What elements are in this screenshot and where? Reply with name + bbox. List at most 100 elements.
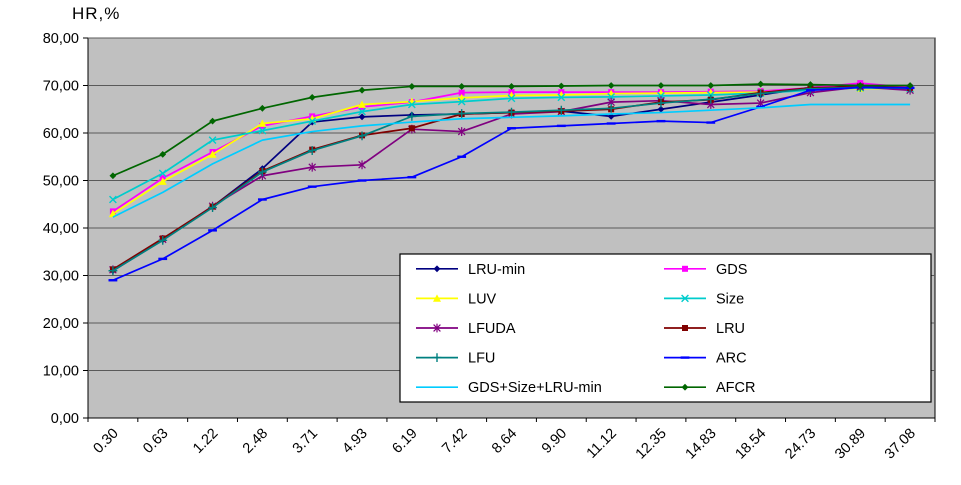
x-axis-label: 9.90 (539, 426, 570, 457)
plus-marker (556, 105, 566, 115)
plus-marker (407, 111, 417, 121)
legend-label: GDS+Size+LRU-min (468, 380, 602, 396)
legend-label: LFUDA (468, 321, 516, 337)
x-marker (208, 136, 217, 145)
legend-label: GDS (716, 262, 747, 278)
x-axis-label: 18.54 (732, 426, 769, 463)
plus-marker (108, 266, 118, 276)
x-axis-label: 11.12 (584, 426, 620, 462)
y-axis-label: 80,00 (43, 31, 79, 47)
square-marker (682, 325, 688, 331)
plus-marker (158, 235, 168, 245)
triangle-marker (158, 177, 167, 185)
diamond-marker (209, 117, 216, 125)
x-marker (457, 97, 466, 106)
plus-marker (432, 353, 442, 362)
y-axis-label: 0,00 (51, 411, 79, 427)
y-axis-label: 60,00 (43, 126, 79, 142)
x-axis-label: 14.83 (683, 426, 720, 463)
legend-item-LUV: LUV (416, 291, 497, 307)
diamond-marker (258, 104, 266, 112)
triangle-marker (208, 150, 217, 158)
asterisk-marker (358, 160, 366, 170)
plus-marker (307, 146, 317, 155)
x-axis-label: 1.22 (190, 426, 221, 457)
diamond-marker (508, 83, 515, 90)
x-axis-label: 3.71 (290, 426, 321, 457)
square-marker (682, 265, 688, 272)
plus-marker (257, 167, 267, 177)
diamond-marker (458, 83, 466, 90)
chart-title: HR,% (72, 4, 121, 23)
asterisk-marker (457, 127, 466, 136)
x-marker (358, 107, 366, 116)
diamond-marker (657, 105, 665, 113)
x-axis-label: 7.42 (439, 426, 470, 457)
diamond-marker (681, 383, 689, 391)
plus-marker (457, 109, 467, 118)
x-axis-label: 4.93 (340, 426, 371, 457)
legend-label: LFU (468, 351, 495, 367)
plus-marker (706, 94, 716, 104)
legend-label: AFCR (716, 380, 755, 396)
x-marker (109, 195, 117, 204)
diamond-marker (906, 82, 914, 89)
legend-item-GDS+Size+LRU-min: GDS+Size+LRU-min (416, 380, 602, 396)
x-marker (308, 117, 317, 126)
legend-item-LRU: LRU (664, 321, 745, 337)
diamond-marker (109, 172, 117, 180)
diamond-marker (159, 150, 167, 158)
legend-item-GDS: GDS (664, 262, 747, 278)
triangle-marker (358, 100, 367, 108)
x-axis-label: 24.73 (782, 426, 819, 463)
diamond-marker (408, 83, 416, 90)
diamond-marker (707, 82, 715, 89)
x-marker (557, 93, 566, 102)
legend-label: Size (716, 291, 744, 307)
legend-label: LRU-min (468, 262, 525, 278)
plus-marker (656, 98, 666, 108)
diamond-marker (557, 82, 565, 90)
x-axis-label: 12.35 (633, 426, 670, 463)
legend-item-Size: Size (664, 291, 744, 307)
x-axis-label: 2.48 (240, 426, 271, 457)
legend-label: LUV (468, 291, 497, 307)
legend-item-LRU-min: LRU-min (416, 262, 525, 278)
diamond-marker (308, 93, 316, 101)
square-marker (458, 89, 465, 96)
diamond-marker (358, 113, 366, 121)
x-axis-label: 37.08 (882, 426, 919, 463)
x-axis-label: 30.89 (832, 426, 869, 463)
series-AFCR (109, 80, 914, 180)
y-axis-label: 40,00 (43, 221, 79, 237)
legend-item-AFCR: AFCR (664, 380, 755, 396)
plus-marker (208, 203, 217, 212)
diamond-marker (433, 265, 441, 273)
asterisk-marker (433, 323, 441, 333)
diamond-marker (657, 82, 665, 89)
plus-marker (507, 107, 516, 117)
series-GDS+Size+LRU-min (112, 103, 911, 218)
series-line (112, 103, 911, 218)
legend-item-ARC: ARC (664, 351, 747, 367)
x-marker (681, 294, 689, 303)
legend-item-LFUDA: LFUDA (416, 321, 516, 337)
y-axis-label: 10,00 (43, 364, 79, 380)
diamond-marker (358, 86, 366, 94)
legend-item-LFU: LFU (416, 351, 495, 367)
diamond-marker (807, 81, 814, 88)
x-marker (158, 169, 167, 178)
x-marker (258, 126, 267, 135)
plus-marker (606, 103, 616, 113)
x-axis-label: 8.64 (489, 426, 520, 457)
y-axis-label: 50,00 (43, 174, 79, 190)
triangle-marker (258, 119, 267, 127)
triangle-marker (433, 294, 441, 302)
y-axis-label: 30,00 (43, 269, 79, 285)
diamond-marker (757, 80, 765, 88)
plus-marker (357, 131, 367, 141)
legend-label: LRU (716, 321, 745, 337)
x-marker (507, 94, 516, 103)
x-axis-label: 6.19 (389, 426, 420, 457)
